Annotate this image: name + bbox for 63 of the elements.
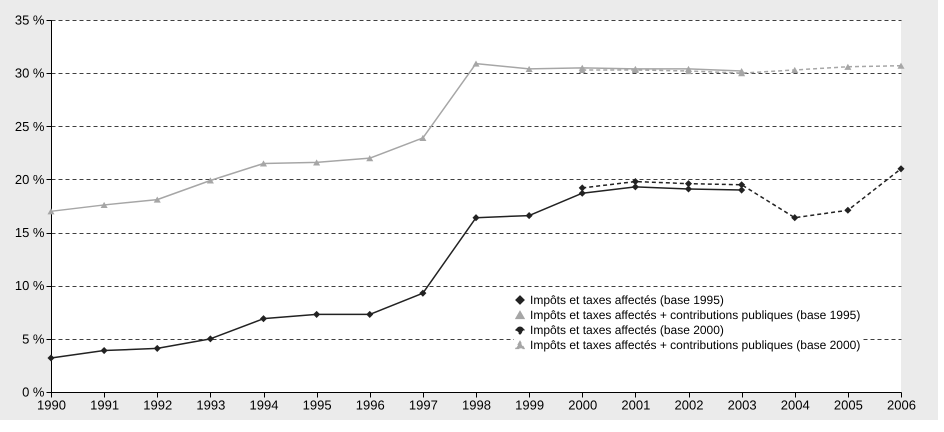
point: [100, 202, 108, 208]
point: [684, 180, 692, 188]
x-tick-label: 2000: [568, 398, 598, 412]
point: [260, 160, 268, 167]
point: [472, 214, 480, 222]
legend-label: Impôts et taxes affectés (base 1995): [530, 293, 724, 307]
legend-label: Impôts et taxes affectés + contributions publiques (base 2000): [530, 338, 860, 352]
y-tick-label: 15 %: [14, 225, 45, 240]
point: [419, 134, 426, 142]
x-tick-label: 2005: [834, 398, 863, 412]
y-tick-label: 5 %: [22, 331, 45, 346]
point: [154, 196, 161, 203]
point: [844, 206, 852, 214]
legend-label: Impôts et taxes affectés + contributions publiques (base 1995): [530, 308, 860, 322]
x-tick-label: 1995: [302, 398, 332, 412]
x-tick-label: 1996: [356, 398, 385, 412]
point: [897, 165, 905, 172]
x-tick-label: 2002: [674, 398, 704, 412]
point: [844, 64, 852, 70]
legend-label: Impôts et taxes affectés (base 2000): [530, 323, 724, 337]
point: [684, 185, 692, 193]
point: [791, 214, 798, 222]
x-tick-label: 2003: [728, 398, 757, 412]
point: [313, 159, 320, 166]
point: [206, 335, 214, 342]
point: [154, 344, 161, 352]
point: [366, 310, 374, 318]
point: [526, 212, 533, 220]
x-tick-label: 1990: [37, 398, 66, 412]
point: [897, 62, 905, 69]
x-tick-label: 1991: [90, 398, 120, 412]
point: [526, 66, 533, 72]
point: [366, 155, 374, 162]
y-tick-label: 30 %: [14, 66, 45, 81]
point: [100, 347, 108, 354]
y-tick-label: 35 %: [14, 12, 45, 28]
point: [313, 310, 320, 318]
x-tick-label: 1997: [408, 398, 438, 412]
x-tick-label: 1993: [196, 398, 226, 412]
x-tick-label: 1992: [143, 398, 172, 412]
point: [738, 186, 746, 194]
point: [791, 66, 798, 74]
point: [632, 178, 639, 186]
x-tick-label: 2004: [780, 398, 810, 412]
point: [206, 177, 214, 184]
point: [578, 190, 586, 197]
point: [260, 315, 268, 322]
x-tick-label: 1999: [515, 398, 544, 412]
x-tick-label: 2001: [621, 398, 650, 412]
x-tick-label: 2006: [887, 398, 916, 412]
point: [419, 290, 426, 297]
y-tick-label: 20 %: [14, 172, 45, 187]
point: [578, 184, 586, 192]
x-tick-label: 1994: [250, 398, 278, 412]
point: [632, 183, 639, 190]
point: [47, 208, 55, 214]
point: [47, 354, 55, 362]
y-tick-label: 0 %: [22, 384, 45, 400]
point: [738, 181, 746, 188]
y-tick-label: 25 %: [14, 118, 45, 134]
x-tick-label: 1998: [462, 398, 491, 412]
y-tick-label: 10 %: [14, 278, 45, 294]
point: [472, 60, 480, 67]
